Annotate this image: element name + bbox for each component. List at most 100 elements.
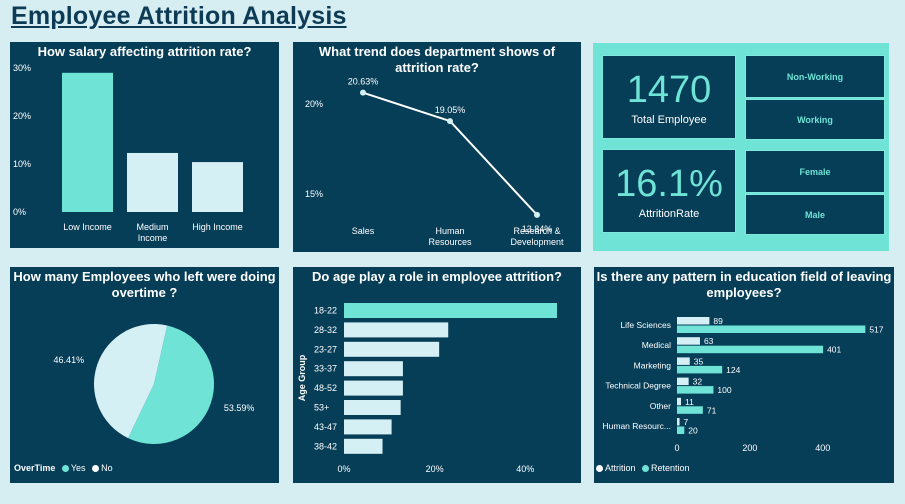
education-y-tick-label: Human Resourc... [603, 421, 672, 431]
education-y-tick-label: Life Sciences [620, 320, 671, 330]
legend-no-label: No [101, 463, 113, 473]
department-x-tick-label: Human [435, 226, 464, 236]
salary-y-tick-label: 20% [13, 111, 31, 121]
overtime-chart-title-line1: How many Employees who left were doing [13, 269, 276, 284]
salary-attrition-panel: How salary affecting attrition rate? 0% 1… [10, 42, 279, 248]
age-y-tick-label: 48-52 [314, 383, 337, 393]
education-data-label: 32 [693, 377, 703, 387]
legend-retention-dot [642, 465, 650, 472]
department-x-tick-label: Research & [513, 226, 560, 236]
age-bar [344, 380, 403, 396]
department-x-tick-label: Development [510, 237, 564, 247]
salary-bar [192, 162, 243, 212]
education-chart-title: Is there any pattern in education field … [594, 269, 894, 301]
pie-slice-yes [128, 325, 215, 444]
age-bar [344, 341, 440, 357]
age-chart-title: Do age play a role in employee attrition… [312, 269, 562, 284]
age-bar [344, 322, 449, 338]
education-chart-title-line2: employees? [706, 285, 782, 300]
education-y-tick-label: Marketing [634, 360, 672, 370]
age-bar [344, 361, 403, 377]
age-bar-chart: Age Group 18-22 28-32 23-27 33-37 48-52 53+ 43-… [297, 303, 557, 474]
education-bar-attrition [677, 397, 682, 406]
education-bar-attrition [677, 357, 690, 365]
age-bar [344, 400, 401, 415]
salary-x-tick-label: High Income [192, 222, 243, 232]
overtime-legend-title: OverTime [14, 463, 56, 473]
attrition-rate-card: 16.1% AttritionRate [602, 149, 736, 233]
legend-yes-dot [61, 465, 69, 472]
overtime-chart-title: How many Employees who left were doing o… [10, 269, 279, 301]
department-chart-title: What trend does department shows of attr… [293, 44, 581, 76]
age-bar [344, 438, 383, 454]
total-employee-value: 1470 [626, 69, 712, 111]
salary-bar [62, 72, 113, 212]
age-y-tick-label: 38-42 [314, 441, 337, 451]
pie-data-label: 53.59% [224, 403, 255, 413]
age-y-tick-label: 33-37 [314, 364, 337, 374]
salary-x-tick-label: Income [138, 233, 168, 243]
education-data-label: 71 [707, 405, 717, 415]
education-y-tick-label: Other [650, 401, 671, 411]
department-x-tick-label: Sales [352, 226, 375, 236]
slicer-female[interactable]: Female [745, 150, 885, 193]
age-bar [344, 419, 392, 435]
page-title: Employee Attrition Analysis [11, 2, 347, 30]
age-x-tick-label: 40% [516, 464, 534, 474]
age-y-tick-label: 43-47 [314, 422, 337, 432]
salary-y-tick-label: 30% [13, 63, 31, 73]
education-bar-retention [677, 426, 685, 434]
education-y-tick-label: Medical [642, 340, 671, 350]
education-bar-attrition [677, 418, 680, 426]
education-x-tick-label: 200 [742, 443, 757, 453]
legend-no-dot [92, 465, 100, 472]
education-bar-retention [677, 365, 723, 374]
age-x-tick-label: 20% [426, 464, 444, 474]
total-employee-label: Total Employee [631, 114, 707, 126]
education-x-tick-label: 400 [815, 443, 830, 453]
slicer-non-working[interactable]: Non-Working [745, 55, 885, 98]
salary-chart-title: How salary affecting attrition rate? [37, 44, 252, 59]
department-attrition-panel: What trend does department shows of attr… [293, 42, 581, 252]
education-data-label: 11 [685, 397, 694, 407]
department-point [360, 89, 366, 96]
education-data-label: 100 [717, 385, 731, 395]
education-data-label: 63 [704, 336, 714, 346]
attrition-rate-label: AttritionRate [638, 208, 700, 220]
age-bar [344, 303, 557, 318]
pie-data-label: 46.41% [54, 355, 85, 365]
education-bar-attrition [677, 317, 710, 325]
legend-attrition-dot [596, 465, 603, 472]
age-y-tick-label: 53+ [314, 403, 329, 413]
education-bar-retention [677, 406, 703, 414]
legend-attrition-label: Attrition [605, 463, 636, 473]
salary-x-tick-label: Medium [136, 222, 168, 232]
age-attrition-panel: Do age play a role in employee attrition… [293, 267, 581, 483]
slicer-male[interactable]: Male [745, 194, 885, 235]
education-chart-title-line1: Is there any pattern in education field … [596, 269, 892, 284]
total-employee-card: 1470 Total Employee [602, 55, 736, 139]
department-data-label: 20.63% [348, 77, 379, 87]
education-bar-retention [677, 386, 714, 394]
department-data-label: 19.05% [435, 105, 466, 115]
department-data-label: 13.84% [522, 224, 553, 234]
age-y-axis-title: Age Group [297, 354, 307, 401]
department-y-tick-label: 20% [305, 99, 323, 109]
age-y-tick-label: 28-32 [314, 325, 337, 335]
slicer-working[interactable]: Working [745, 99, 885, 140]
attrition-rate-value: 16.1% [615, 163, 723, 205]
department-chart-title-line1: What trend does department shows of [318, 44, 556, 59]
department-x-tick-label: Resources [428, 237, 472, 247]
department-chart-title-line2: attrition rate? [395, 60, 479, 75]
education-data-label: 35 [694, 356, 704, 366]
education-data-label: 517 [869, 325, 883, 335]
pie-slice-no [94, 324, 168, 439]
overtime-chart-title-line2: overtime ? [111, 285, 178, 300]
education-legend: Attrition Retention [596, 463, 690, 473]
education-y-tick-label: Technical Degree [605, 381, 671, 391]
education-bar-attrition [677, 337, 700, 345]
department-point [534, 211, 540, 218]
education-bar-retention [677, 325, 866, 333]
department-y-tick-label: 15% [305, 189, 323, 199]
